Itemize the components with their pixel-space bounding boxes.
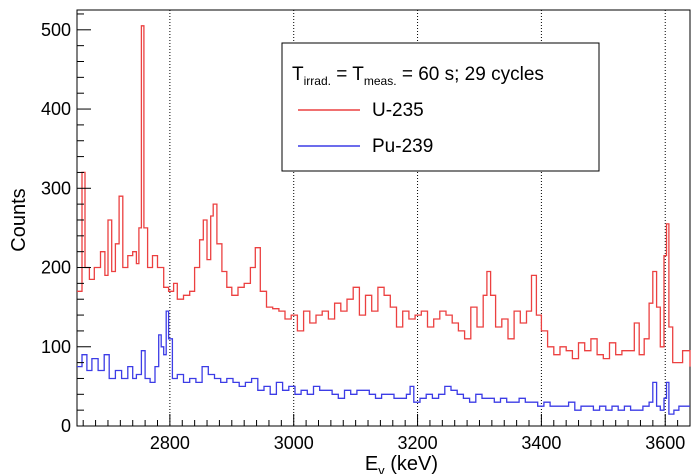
legend-title-part: = 60 s; 29 cycles xyxy=(397,64,544,85)
x-axis-label-main: E xyxy=(365,453,378,474)
x-tick-label: 3400 xyxy=(521,433,561,453)
y-tick-label: 200 xyxy=(41,258,71,278)
legend-box xyxy=(281,42,600,172)
y-tick-label: 400 xyxy=(41,99,71,119)
legend-label: Pu-239 xyxy=(372,136,433,157)
y-tick-label: 500 xyxy=(41,20,71,40)
legend-title-part: = T xyxy=(331,64,364,85)
legend: Tirrad. = Tmeas. = 60 s; 29 cycles U-235… xyxy=(281,42,600,172)
y-axis-label: Counts xyxy=(8,188,30,251)
series-u-235 xyxy=(77,25,691,367)
x-axis: 2800 3000 3200 3400 3600 xyxy=(82,414,691,453)
x-tick-label: 3200 xyxy=(398,433,438,453)
series-pu-239 xyxy=(77,310,690,415)
series-layer xyxy=(77,25,691,415)
x-tick-label: 2800 xyxy=(150,433,190,453)
x-axis-label-subscript: γ xyxy=(378,463,385,474)
x-axis-label: Eγ (keV) xyxy=(365,453,438,474)
legend-title-part: meas. xyxy=(364,74,397,88)
legend-label: U-235 xyxy=(372,100,424,121)
y-tick-label: 300 xyxy=(41,178,71,198)
y-tick-label: 0 xyxy=(61,416,71,436)
legend-title-part: irrad. xyxy=(304,74,331,88)
legend-title: Tirrad. = Tmeas. = 60 s; 29 cycles xyxy=(292,64,544,88)
legend-title-part: T xyxy=(292,64,304,85)
y-tick-label: 100 xyxy=(41,337,71,357)
x-tick-label: 3000 xyxy=(274,433,314,453)
x-axis-label-unit: (keV) xyxy=(385,453,438,474)
x-tick-label: 3600 xyxy=(645,433,685,453)
y-axis: 0 100 200 300 400 500 xyxy=(41,13,91,436)
